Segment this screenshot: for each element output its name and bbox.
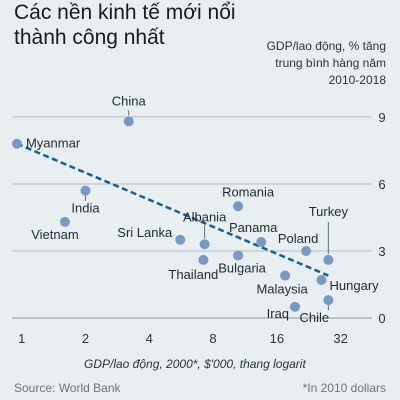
point-label: Bulgaria: [218, 260, 266, 275]
point-label: Poland: [278, 231, 318, 246]
y-tick-label: 6: [378, 177, 385, 192]
footnote: *In 2010 dollars: [302, 381, 386, 395]
point-label: Albania: [183, 209, 227, 224]
data-point: [323, 295, 334, 306]
x-tick-label: 1: [18, 331, 25, 346]
data-point: [256, 237, 267, 248]
data-point: [123, 116, 134, 127]
point-label: India: [71, 201, 100, 216]
x-tick-label: 2: [82, 331, 89, 346]
x-tick-label: 32: [333, 331, 347, 346]
point-label: Romania: [222, 184, 275, 199]
y-axis-label-line: 2010-2018: [328, 73, 386, 87]
y-axis-label: GDP/lao động, % tăng trung bình hàng năm…: [267, 38, 386, 89]
data-point: [175, 234, 186, 245]
data-point: [198, 254, 209, 265]
y-tick-label: 9: [378, 110, 385, 125]
source-note: Source: World Bank: [14, 381, 121, 395]
y-axis-label-line: trung bình hàng năm: [275, 56, 386, 70]
point-label: China: [112, 93, 147, 108]
point-label: Thailand: [168, 267, 218, 282]
point-label: Vietnam: [31, 227, 78, 242]
data-point: [290, 301, 301, 312]
data-point: [233, 250, 244, 261]
point-label: Hungary: [330, 278, 380, 293]
point-label: Malaysia: [256, 282, 308, 297]
point-label: Sri Lanka: [117, 225, 173, 240]
point-label: Chile: [300, 310, 330, 325]
y-tick-label: 3: [378, 244, 385, 259]
y-tick-label: 0: [378, 311, 385, 326]
data-point: [233, 201, 244, 212]
chart-title: Các nền kinh tế mới nổi thành công nhất: [14, 1, 236, 49]
x-tick-label: 8: [209, 331, 216, 346]
trend-line: [16, 142, 329, 277]
data-point: [199, 239, 210, 250]
y-axis-label-line: GDP/lao động, % tăng: [266, 39, 386, 53]
point-label: Myanmar: [26, 136, 81, 151]
data-point: [80, 185, 91, 196]
data-point: [11, 138, 22, 149]
x-axis-label: GDP/lao động, 2000*, $'000, thang logari…: [84, 357, 306, 371]
x-tick-label: 16: [270, 331, 284, 346]
x-tick-label: 4: [146, 331, 153, 346]
data-point: [301, 245, 312, 256]
point-label: Turkey: [309, 204, 349, 219]
point-label: Panama: [229, 220, 278, 235]
data-point: [280, 270, 291, 281]
data-point: [323, 254, 334, 265]
point-label: Iraq: [267, 306, 289, 321]
data-point: [316, 275, 327, 286]
data-point: [59, 216, 70, 227]
